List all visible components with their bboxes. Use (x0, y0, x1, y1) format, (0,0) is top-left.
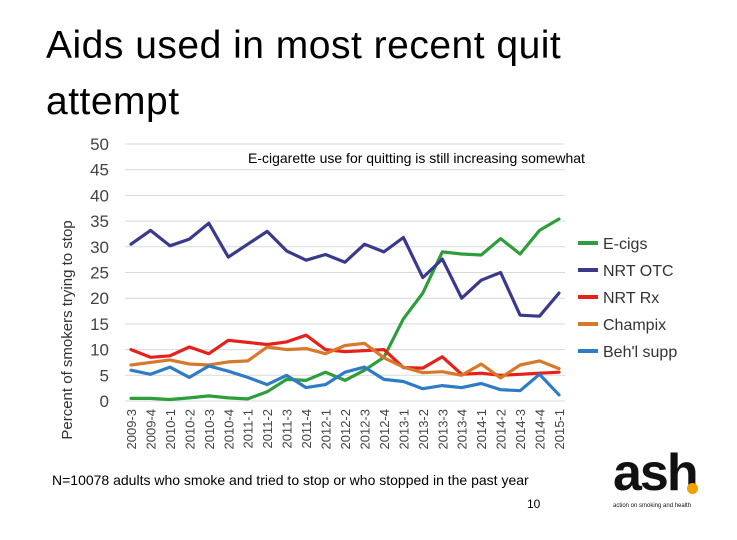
x-tick-label: 2010-3 (202, 409, 217, 449)
series-line-0 (129, 217, 561, 402)
x-tick-label: 2015-1 (552, 409, 567, 449)
x-tick-label: 2011-4 (299, 409, 314, 449)
x-tick-label: 2010-1 (163, 409, 178, 449)
y-tick-labels: 0 5 10 15 20 25 30 35 40 45 50 (90, 135, 109, 411)
x-tick-label: 2012-1 (319, 409, 334, 449)
x-tick-label: 2010-4 (221, 409, 236, 449)
logo-tagline: action on smoking and health (613, 503, 692, 509)
x-tick-label: 2014-1 (474, 409, 489, 449)
page-title: Aids used in most recent quit attempt (46, 24, 562, 123)
ash-logo: ash action on smoking and health (603, 444, 715, 515)
y-tick-label: 40 (90, 186, 109, 205)
legend-label: E-cigs (603, 236, 647, 253)
x-tick-label: 2013-2 (416, 409, 431, 449)
y-tick-label: 0 (100, 392, 109, 411)
y-tick-label: 5 (100, 366, 109, 385)
x-tick-label: 2011-2 (260, 409, 275, 449)
y-tick-label: 10 (90, 341, 109, 360)
y-axis-label: Percent of smokers trying to stop (59, 220, 76, 439)
series-line-4 (129, 364, 561, 397)
x-tick-label: 2011-1 (241, 409, 256, 449)
series-line-1 (129, 221, 561, 318)
page-number: 10 (527, 497, 541, 511)
x-tick-label: 2014-4 (533, 409, 548, 449)
y-tick-label: 15 (90, 315, 109, 334)
x-tick-label: 2012-4 (377, 409, 392, 449)
x-tick-label: 2012-3 (357, 409, 372, 449)
legend: E-cigs NRT OTC NRT Rx Champix Beh'l supp (578, 236, 677, 361)
y-tick-label: 30 (90, 238, 109, 257)
x-tick-label: 2013-3 (435, 409, 450, 449)
x-tick-labels: 2009-3 2009-4 2010-1 2010-2 2010-3 2010-4 2011… (124, 409, 567, 449)
chart-annotation: E-cigarette use for quitting is still in… (248, 150, 585, 166)
legend-label: Beh'l supp (603, 344, 677, 361)
y-tick-label: 35 (90, 212, 109, 231)
series-line-3 (129, 341, 561, 380)
y-tick-label: 45 (90, 161, 109, 180)
x-tick-label: 2011-3 (280, 409, 295, 449)
x-tick-label: 2014-3 (513, 409, 528, 449)
y-tick-label: 25 (90, 264, 109, 283)
x-tick-label: 2013-1 (396, 409, 411, 449)
footnote: N=10078 adults who smoke and tried to st… (52, 472, 529, 488)
legend-label: NRT Rx (603, 290, 659, 307)
x-tick-label: 2009-4 (143, 409, 158, 449)
x-tick-label: 2010-2 (182, 409, 197, 449)
x-tick-label: 2014-2 (494, 409, 509, 449)
logo-dot (687, 483, 698, 494)
x-tick-label: 2013-4 (455, 409, 470, 449)
x-tick-label: 2009-3 (124, 409, 139, 449)
legend-label: Champix (603, 317, 666, 334)
series-lines (129, 217, 561, 402)
legend-label: NRT OTC (603, 263, 674, 280)
x-tick-label: 2012-2 (338, 409, 353, 449)
series-line-2 (129, 333, 561, 377)
logo-word: ash (613, 444, 699, 502)
y-tick-label: 20 (90, 289, 109, 308)
y-tick-label: 50 (90, 135, 109, 154)
